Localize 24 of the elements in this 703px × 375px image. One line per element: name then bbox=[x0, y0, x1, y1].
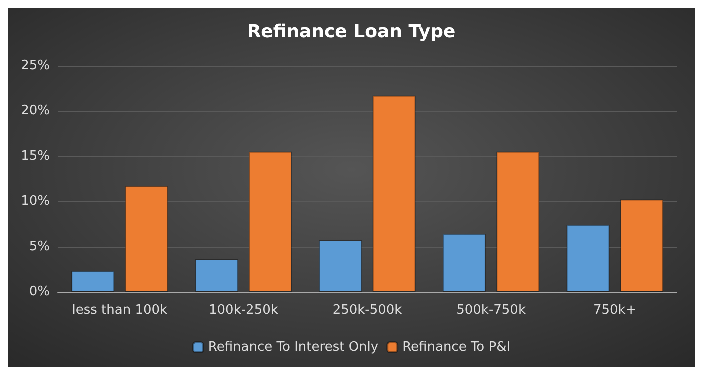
y-tick-label: 25% bbox=[21, 58, 50, 74]
legend-label: Refinance To P&I bbox=[402, 340, 511, 355]
legend-label: Refinance To Interest Only bbox=[208, 340, 379, 355]
y-tick-label: 0% bbox=[29, 284, 50, 300]
x-tick-label: less than 100k bbox=[72, 303, 168, 318]
x-tick-label: 100k-250k bbox=[209, 303, 279, 318]
bar bbox=[125, 186, 168, 292]
x-tick-label: 500k-750k bbox=[456, 303, 526, 318]
x-tick-label: 750k+ bbox=[593, 303, 637, 318]
bar bbox=[195, 259, 238, 292]
bar bbox=[566, 225, 610, 292]
bar bbox=[443, 234, 486, 292]
y-tick-label: 10% bbox=[21, 194, 50, 210]
bar bbox=[319, 240, 362, 292]
y-tick-label: 15% bbox=[21, 148, 50, 164]
bar bbox=[72, 271, 115, 292]
y-tick-label: 20% bbox=[21, 104, 50, 119]
y-tick-label: 5% bbox=[29, 239, 50, 254]
bar bbox=[249, 152, 292, 292]
x-tick-label: 250k-500k bbox=[332, 303, 403, 318]
chart-title: Refinance Loan Type bbox=[247, 22, 456, 42]
bar bbox=[372, 96, 416, 292]
bar bbox=[496, 152, 540, 292]
bar bbox=[620, 200, 664, 292]
